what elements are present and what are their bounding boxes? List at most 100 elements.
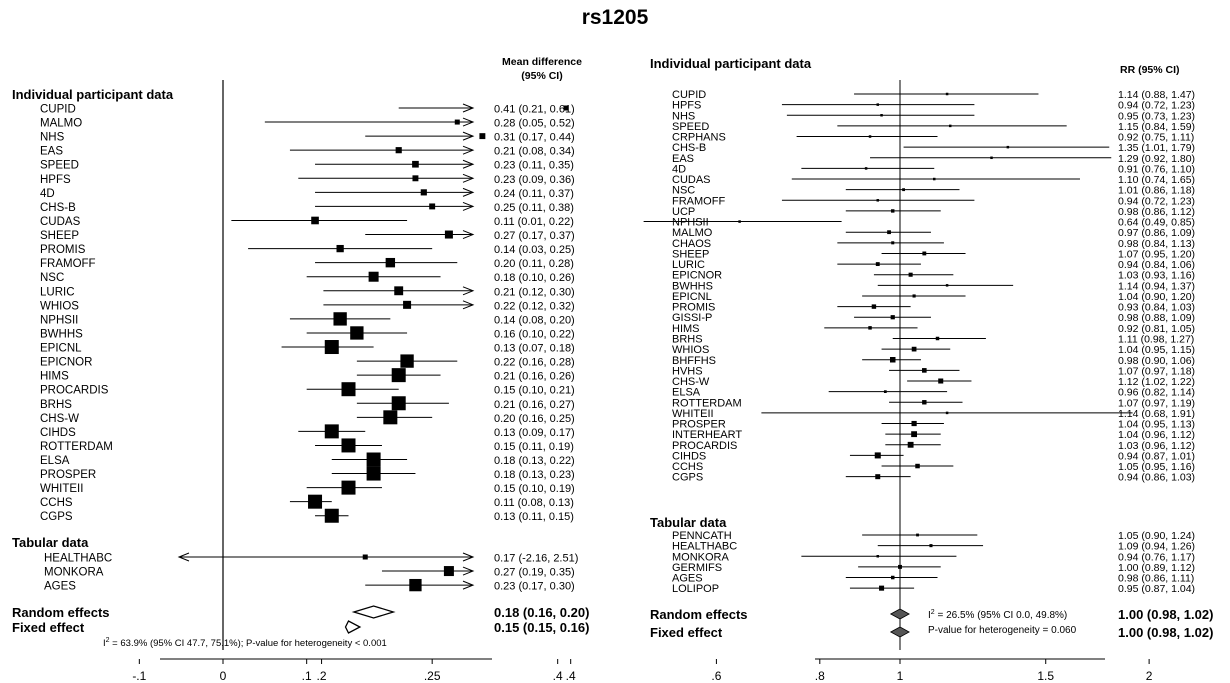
point-estimate (366, 466, 381, 481)
study-label: BHFFHS (672, 355, 716, 367)
point-estimate (902, 188, 905, 192)
effect-ci-text: 0.94 (0.87, 1.01) (1118, 450, 1195, 462)
study-label: MALMO (672, 227, 713, 239)
group-label: Individual participant data (12, 87, 174, 102)
ci-arrow-left (177, 552, 190, 562)
effect-ci-text: 1.01 (0.86, 1.18) (1118, 185, 1195, 197)
study-label: NSC (40, 272, 64, 284)
point-estimate (891, 241, 895, 245)
point-estimate (350, 326, 364, 340)
point-estimate (391, 396, 406, 411)
study-label: PROCARDIS (40, 385, 109, 397)
point-estimate (916, 533, 919, 537)
point-estimate (341, 480, 356, 495)
study-label: FRAMOFF (40, 258, 96, 270)
point-estimate (311, 216, 319, 225)
study-label: CHS-B (40, 202, 76, 214)
study-label: CIHDS (672, 450, 706, 462)
effect-ci-text: 0.97 (0.86, 1.09) (1118, 227, 1195, 239)
pooled-label: Random effects (12, 605, 110, 620)
point-estimate (394, 286, 404, 296)
pooled-label: Random effects (650, 607, 748, 622)
study-label: NPHSII (672, 217, 709, 229)
x-tick-label: 0 (220, 669, 227, 683)
x-tick-label: .4 (566, 669, 576, 683)
effect-ci-text: 0.23 (0.17, 0.30) (494, 581, 575, 593)
point-estimate (883, 390, 887, 394)
study-label: CHS-B (672, 142, 706, 154)
effect-ci-text: 0.95 (0.73, 1.23) (1118, 110, 1195, 122)
pooled-label: Fixed effect (12, 620, 85, 635)
effect-ci-text: 0.18 (0.13, 0.23) (494, 469, 575, 481)
study-label: WHITEII (40, 483, 83, 495)
group-label: Tabular data (650, 515, 727, 530)
x-tick-label: .4 (553, 669, 563, 683)
point-estimate (868, 326, 872, 330)
study-label: ROTTERDAM (40, 441, 113, 453)
effect-ci-text: 0.24 (0.11, 0.37) (494, 188, 574, 200)
figure-title: rs1205 (581, 6, 649, 29)
effect-ci-text: 0.64 (0.49, 0.85) (1118, 217, 1195, 229)
effect-ci-text: 0.94 (0.72, 1.23) (1118, 195, 1195, 207)
point-estimate (898, 564, 902, 569)
effect-ci-text: 0.95 (0.87, 1.04) (1118, 583, 1195, 595)
x-tick-label: 2 (1146, 669, 1153, 683)
point-estimate (875, 262, 880, 267)
point-estimate (366, 452, 381, 467)
study-label: HPFS (672, 100, 701, 112)
effect-ci-text: 0.18 (0.13, 0.22) (494, 455, 575, 467)
ci-arrow-right (462, 187, 475, 197)
point-estimate (871, 304, 877, 309)
group-label: Individual participant data (650, 56, 812, 71)
pooled-ci-text: 1.00 (0.98, 1.02) (1118, 607, 1213, 622)
effect-ci-text: 0.91 (0.76, 1.10) (1118, 163, 1195, 175)
effect-ci-text: 1.15 (0.84, 1.59) (1118, 121, 1195, 133)
study-label: HIMS (40, 371, 69, 383)
point-estimate (908, 272, 913, 277)
pooled-label: Fixed effect (650, 625, 723, 640)
study-label: NHS (40, 132, 65, 144)
study-label: ELSA (672, 387, 701, 399)
study-label: AGES (44, 581, 76, 593)
ci-arrow-right (462, 286, 475, 296)
point-estimate (922, 251, 927, 256)
point-estimate (395, 147, 402, 154)
point-estimate (324, 508, 339, 523)
study-label: CIHDS (40, 427, 76, 439)
effect-ci-text: 1.07 (0.95, 1.20) (1118, 248, 1195, 260)
study-label: CUDAS (40, 216, 81, 228)
study-label: WHITEII (672, 408, 714, 420)
point-estimate (324, 340, 339, 355)
effect-ci-text: 1.11 (0.98, 1.27) (1118, 333, 1194, 345)
ci-arrow-right (462, 145, 475, 155)
effect-ci-text: 0.16 (0.10, 0.22) (494, 328, 575, 340)
effect-ci-text: 1.14 (0.68, 1.91) (1118, 408, 1195, 420)
study-label: HPFS (40, 174, 71, 186)
study-label: CRPHANS (672, 132, 726, 144)
effect-ci-text: 0.22 (0.16, 0.28) (494, 357, 575, 369)
effect-ci-text: 0.98 (0.86, 1.11) (1118, 573, 1194, 585)
study-label: PROMIS (40, 244, 86, 256)
study-label: MALMO (40, 118, 82, 130)
point-estimate (880, 114, 883, 117)
study-label: BWHHS (40, 328, 83, 340)
effect-ci-text: 0.96 (0.82, 1.14) (1118, 387, 1195, 399)
point-estimate (403, 300, 412, 309)
point-estimate (922, 400, 927, 405)
effect-ci-text: 1.03 (0.93, 1.16) (1118, 270, 1195, 282)
point-estimate (443, 566, 454, 577)
point-estimate (341, 382, 356, 397)
point-estimate (420, 189, 427, 196)
point-estimate (935, 336, 940, 341)
effect-ci-text: 1.09 (0.94, 1.26) (1118, 541, 1195, 553)
ci-arrow-right (462, 566, 475, 576)
study-label: FRAMOFF (672, 195, 725, 207)
study-label: WHIOS (672, 344, 709, 356)
point-estimate (890, 315, 895, 320)
point-estimate (429, 203, 436, 210)
ci-arrow-right (462, 230, 475, 240)
study-label: CUPID (672, 89, 706, 101)
point-estimate (945, 92, 949, 96)
point-estimate (876, 555, 880, 558)
